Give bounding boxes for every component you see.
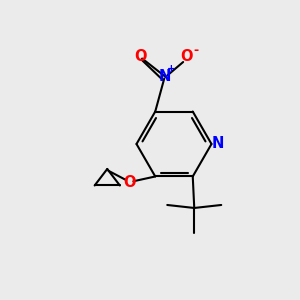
Text: O: O — [134, 50, 146, 64]
Text: O: O — [124, 175, 136, 190]
Text: N: N — [212, 136, 224, 152]
Text: -: - — [194, 44, 199, 56]
Text: +: + — [167, 64, 176, 74]
Text: O: O — [181, 50, 193, 64]
Text: N: N — [159, 69, 171, 84]
